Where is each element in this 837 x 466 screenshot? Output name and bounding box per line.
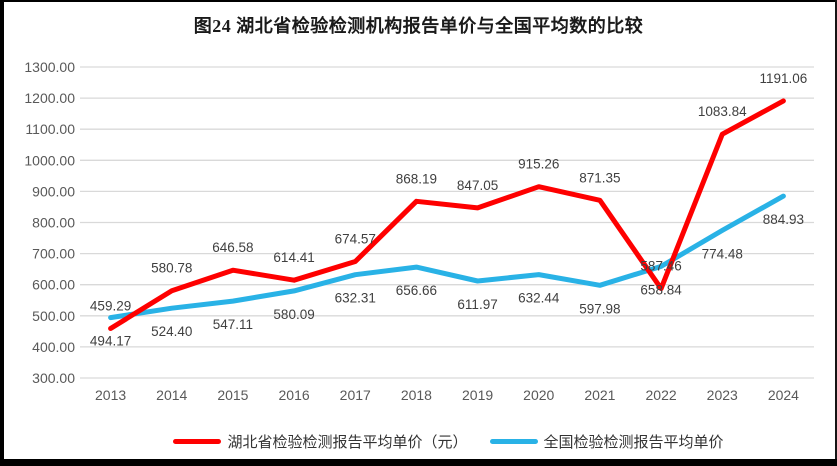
frame-border-left — [0, 0, 4, 466]
hubei-series-line — [108, 98, 786, 331]
chart-legend: 湖北省检验检测报告平均单价（元） 全国检验检测报告平均单价 — [30, 431, 837, 452]
x-axis-tick-label: 2019 — [462, 387, 493, 403]
data-label: 459.29 — [90, 298, 131, 313]
data-label: 884.93 — [763, 212, 804, 227]
x-axis-tick-label: 2018 — [401, 387, 432, 403]
data-label: 524.40 — [151, 324, 192, 339]
data-label: 611.97 — [457, 297, 497, 312]
y-axis-tick-label: 700.00 — [32, 246, 75, 262]
data-label: 656.66 — [396, 283, 437, 298]
data-label: 915.26 — [518, 157, 559, 172]
x-axis-tick-label: 2021 — [584, 387, 615, 403]
data-label: 494.17 — [90, 334, 131, 349]
national-series-line-swatch — [489, 439, 538, 444]
x-axis-tick-label: 2022 — [646, 387, 677, 403]
frame-border-right — [835, 0, 837, 466]
frame-border-bottom — [0, 459, 837, 466]
data-label: 614.41 — [273, 250, 314, 265]
data-label: 632.31 — [335, 291, 376, 306]
data-label: 658.84 — [640, 282, 682, 297]
frame-border-top — [0, 0, 837, 2]
data-label: 580.78 — [151, 261, 192, 276]
data-label: 1083.84 — [698, 104, 747, 119]
x-axis-tick-label: 2016 — [279, 387, 310, 403]
data-label: 547.11 — [213, 317, 253, 332]
x-axis-tick-label: 2017 — [340, 387, 371, 403]
data-label: 646.58 — [212, 240, 253, 255]
y-axis-tick-label: 1000.00 — [24, 152, 75, 168]
x-axis-tick-label: 2015 — [217, 387, 248, 403]
data-label: 597.98 — [579, 301, 620, 316]
y-axis-tick-label: 400.00 — [32, 339, 75, 355]
y-axis-tick-label: 800.00 — [32, 215, 75, 231]
x-axis-tick-label: 2024 — [768, 387, 799, 403]
data-label: 774.48 — [702, 246, 743, 261]
y-axis-tick-label: 1100.00 — [25, 121, 75, 137]
y-axis-tick-label: 300.00 — [32, 370, 75, 386]
y-axis-tick-label: 900.00 — [32, 183, 75, 199]
data-label: 580.09 — [273, 307, 314, 322]
data-label: 868.19 — [396, 171, 437, 186]
y-axis-tick-label: 1200.00 — [24, 90, 75, 106]
data-label: 871.35 — [579, 170, 620, 185]
y-axis-tick-label: 1300.00 — [24, 59, 75, 75]
chart-title: 图24 湖北省检验检测机构报告单价与全国平均数的比较 — [193, 16, 644, 36]
x-axis-tick-label: 2020 — [523, 387, 554, 403]
y-axis-tick-label: 500.00 — [32, 308, 75, 324]
y-axis-tick-label: 600.00 — [32, 277, 75, 293]
hubei-series-legend-label: 湖北省检验检测报告平均单价（元） — [227, 434, 468, 451]
data-label: 674.57 — [335, 232, 376, 247]
national-series-line — [108, 193, 786, 321]
data-label: 632.44 — [518, 291, 560, 306]
x-axis-tick-label: 2013 — [95, 387, 126, 403]
national-series-legend-label: 全国检验检测报告平均单价 — [543, 434, 724, 451]
x-axis-tick-label: 2014 — [156, 387, 187, 403]
x-axis-tick-label: 2023 — [707, 387, 738, 403]
data-label: 1191.06 — [760, 71, 808, 86]
data-label: 847.05 — [457, 178, 498, 193]
data-label: 587.46 — [640, 259, 681, 274]
hubei-series-line-swatch — [173, 439, 222, 444]
